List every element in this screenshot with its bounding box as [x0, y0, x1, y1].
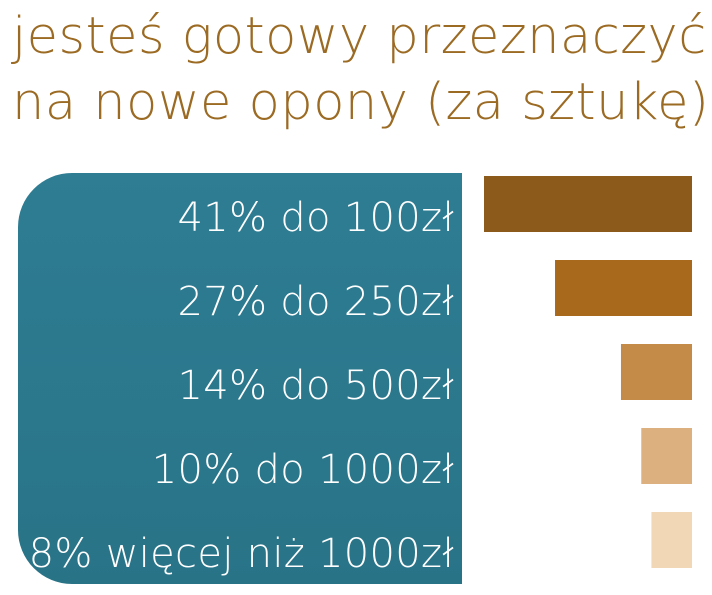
bar-4 — [641, 428, 692, 484]
title-line-1: jesteś gotowy przeznaczyć — [12, 7, 707, 66]
bar-2 — [555, 260, 692, 316]
bar-label-1: 41% do 100zł — [177, 195, 454, 241]
bar-label-4: 10% do 1000zł — [151, 447, 454, 493]
chart-title: jesteś gotowy przeznaczyć na nowe opony … — [12, 4, 712, 136]
bar-1 — [484, 176, 692, 232]
bar-5 — [651, 512, 692, 568]
title-line-2: na nowe opony (za sztukę)? — [12, 73, 712, 132]
bar-label-3: 14% do 500zł — [177, 363, 454, 409]
bar-label-2: 27% do 250zł — [177, 279, 454, 325]
bar-3 — [620, 344, 692, 400]
labels-panel — [18, 173, 462, 584]
bar-label-5: 8% więcej niż 1000zł — [28, 531, 454, 577]
